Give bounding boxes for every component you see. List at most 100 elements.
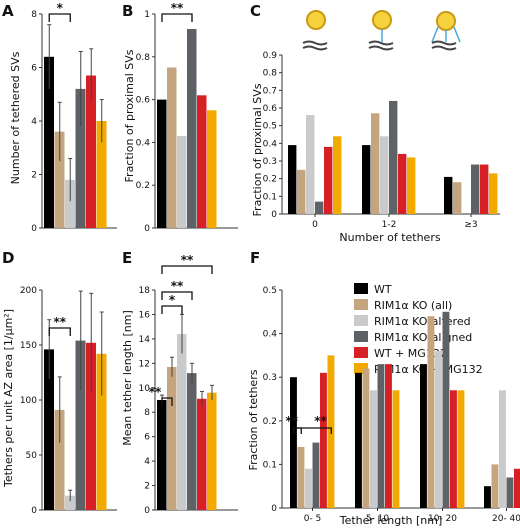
panel-d-significance-bracket xyxy=(48,327,71,336)
panel-a-bar xyxy=(75,88,86,229)
legend-swatch-wt-mg132 xyxy=(354,347,368,358)
panel-c-bar xyxy=(288,145,297,214)
panel-c-bar xyxy=(489,173,498,214)
panel-label-f: F xyxy=(250,249,260,267)
panel-c-bar xyxy=(453,182,462,214)
panel-e-y-tick-label: 14 xyxy=(139,335,151,345)
panel-e-significance-label: ** xyxy=(149,385,162,399)
panel-e-significance-bracket xyxy=(161,291,193,300)
panel-b-y-tick-label: 0.8 xyxy=(136,53,151,63)
panel-c-bar xyxy=(389,100,398,214)
panel-f-x-tick-label: 10- 20 xyxy=(428,514,457,524)
panel-b-y-tick-label: 1 xyxy=(144,10,150,20)
panel-f-bar xyxy=(370,390,377,508)
panel-e-significance-bracket xyxy=(161,305,183,314)
legend-label-rim-ko-aligned: RIM1α KO-aligned xyxy=(374,331,472,344)
panel-b-bar xyxy=(157,99,167,228)
panel-f-bar xyxy=(457,390,465,508)
panel-f-x-tick-label: 5- 10 xyxy=(366,514,390,524)
panel-b-y-tick-label: 0 xyxy=(144,224,150,234)
panel-a-significance-bracket xyxy=(48,13,71,22)
panel-f-bar xyxy=(320,372,327,508)
legend-swatch-rim-ko-aligned xyxy=(354,331,368,342)
panel-e-significance-bracket xyxy=(161,397,173,406)
panel-c-bar xyxy=(371,113,380,214)
panel-f-bar xyxy=(450,390,457,508)
panel-f-bar xyxy=(377,364,385,508)
panel-e-bar xyxy=(177,334,187,510)
panel-b-bar xyxy=(177,135,187,228)
schematic-untethered-vesicle xyxy=(302,10,328,51)
panel-a-significance-label: * xyxy=(57,1,64,15)
panel-b-y-tick-label: 0.2 xyxy=(136,181,150,191)
panel-c-y-tick-label: 0.6 xyxy=(263,104,278,114)
panel-c-bar xyxy=(333,136,342,214)
panel-f-bar xyxy=(290,377,297,508)
panel-f-bar xyxy=(362,368,370,508)
panel-c-y-tick-label: 0.7 xyxy=(263,86,277,96)
panel-e-significance-label: * xyxy=(169,293,176,307)
schematic-multi-tether-vesicle xyxy=(431,11,461,51)
panel-b-significance-label: ** xyxy=(171,1,184,15)
panel-d-bar xyxy=(44,349,54,510)
legend-swatch-rim-ko-altered xyxy=(354,315,368,326)
panel-c-bar xyxy=(297,169,306,214)
panel-b-bar xyxy=(197,95,207,228)
panel-f-y-tick-label: 0.1 xyxy=(263,460,277,470)
panel-c-y-tick-label: 0.8 xyxy=(263,69,278,79)
panel-c-bar xyxy=(444,176,453,214)
xlabel-c: Number of tethers xyxy=(339,231,440,244)
panel-c-bar xyxy=(306,115,315,214)
panel-c-y-tick-label: 0.9 xyxy=(263,51,278,61)
panel-c-bar xyxy=(480,164,489,214)
panel-c-x-tick-label: ≥3 xyxy=(464,220,477,230)
panel-c-y-tick-label: 0.3 xyxy=(263,157,277,167)
panel-c-y-tick-label: 0.2 xyxy=(263,175,277,185)
panel-d-bar xyxy=(75,340,86,510)
ylabel-a: Number of tethered SVs xyxy=(9,51,22,184)
panel-f-bar xyxy=(420,364,427,508)
panel-label-c: C xyxy=(250,2,261,20)
panel-c-bar xyxy=(398,153,407,214)
panel-label-a: A xyxy=(2,2,14,20)
panel-f-bar xyxy=(514,468,520,508)
plot-area: 0 2 4 6 8 * 0 0.2 0.4 0.6 0.8 1 ** 0 0.1 0.2 0.3 0.4 0.5 0.… xyxy=(20,1,520,524)
ylabel-b: Fraction of proximal SVs xyxy=(123,49,136,182)
panel-d-significance-label: ** xyxy=(53,315,66,329)
panel-d-bar xyxy=(96,353,107,510)
panel-f-bar xyxy=(499,390,506,508)
panel-d-bar xyxy=(65,495,75,510)
legend-swatch-rim-ko-all xyxy=(354,299,368,310)
panel-label-e: E xyxy=(122,249,132,267)
panel-f-y-tick-label: 0 xyxy=(271,504,277,514)
panel-f-bar xyxy=(427,316,435,508)
panel-f-y-tick-label: 0.5 xyxy=(263,286,277,296)
legend-swatch-wt xyxy=(354,283,368,294)
panel-f-bar xyxy=(312,442,320,508)
panel-a-y-tick-label: 4 xyxy=(31,117,37,127)
panel-f-bar xyxy=(435,351,442,508)
panel-b-bar xyxy=(187,28,197,229)
panel-d-y-tick-label: 100 xyxy=(20,396,37,406)
panel-d-y-tick-label: 0 xyxy=(31,506,37,516)
panel-c-y-tick-label: 0.4 xyxy=(263,139,278,149)
panel-d-y-tick-label: 50 xyxy=(26,451,38,461)
panel-a-bar xyxy=(44,56,54,228)
panel-e-y-tick-label: 4 xyxy=(144,457,150,467)
panel-e-y-tick-label: 6 xyxy=(144,433,150,443)
panel-a-bar xyxy=(96,121,107,228)
panel-e-y-tick-label: 18 xyxy=(139,286,151,296)
panel-c-bar xyxy=(407,157,416,214)
panel-a-y-tick-label: 6 xyxy=(31,64,37,74)
panel-a-bar xyxy=(86,75,96,229)
panel-f-x-tick-label: 0- 5 xyxy=(304,514,322,524)
panel-f-bar xyxy=(392,390,400,508)
panel-a-y-tick-label: 2 xyxy=(31,171,37,181)
legend-swatch-rim-ko-mg132 xyxy=(354,363,368,374)
panel-f-x-tick-label: 20- 40 xyxy=(492,514,520,524)
panel-a-bar xyxy=(54,131,65,228)
panel-e-bar xyxy=(197,398,207,510)
panel-a-y-tick-label: 8 xyxy=(31,10,37,20)
panel-c-y-tick-label: 0.1 xyxy=(263,192,277,202)
